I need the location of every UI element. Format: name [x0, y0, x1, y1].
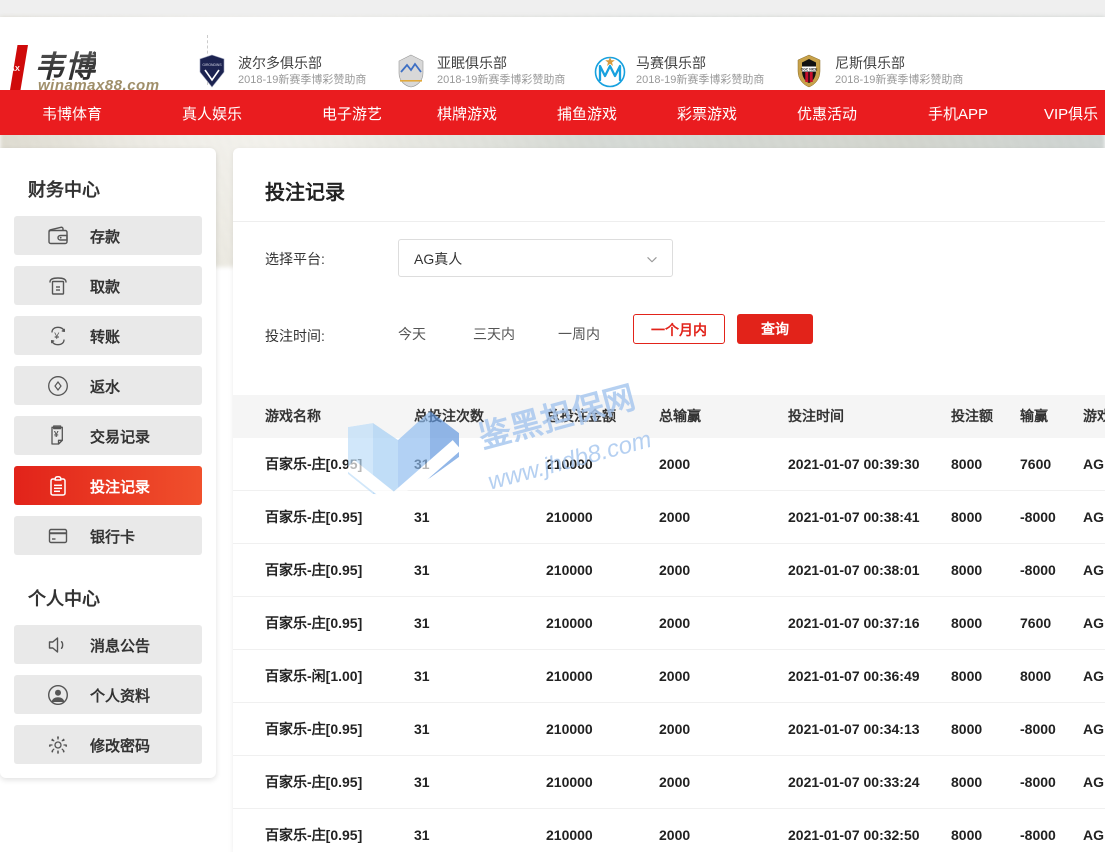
svg-text:OGC NICE: OGC NICE [801, 68, 819, 72]
svg-text:GIRONDINS: GIRONDINS [202, 63, 222, 67]
svg-text:¥: ¥ [54, 429, 59, 439]
svg-text:AX: AX [10, 64, 20, 73]
svg-text:¥: ¥ [53, 331, 60, 341]
